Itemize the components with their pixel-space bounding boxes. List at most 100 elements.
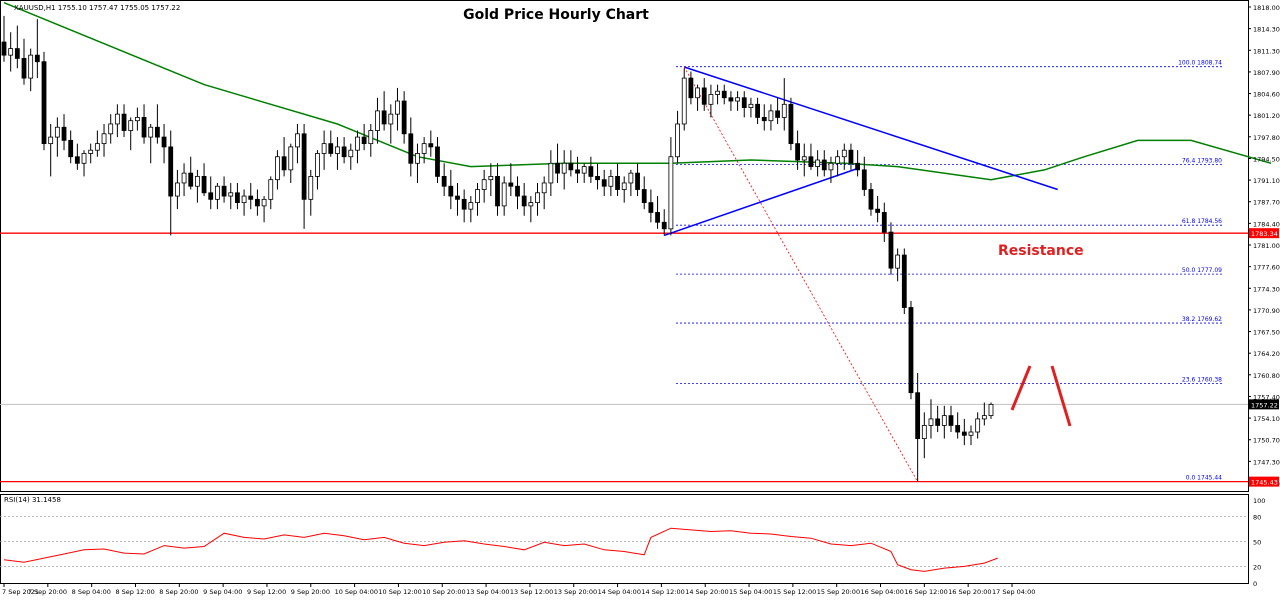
y-tick-label: 1757.40 <box>1253 393 1280 401</box>
candle-body <box>615 176 620 190</box>
rsi-tick-label: 50 <box>1253 539 1261 547</box>
candle-body <box>681 77 687 125</box>
candle-body <box>915 392 921 439</box>
fib-level-label: 0.0 1745.44 <box>1186 475 1222 482</box>
x-tick-label: 14 Sep 04:00 <box>598 588 641 596</box>
candle-body <box>575 169 580 174</box>
candle-body <box>94 143 100 151</box>
candle-body <box>421 143 427 154</box>
candle-body <box>861 169 867 190</box>
candle-body <box>608 176 614 187</box>
rsi-tick-label: 100 <box>1253 497 1265 505</box>
candle-body <box>581 166 587 174</box>
candle-body <box>641 189 647 204</box>
candle-body <box>34 54 40 63</box>
x-tick-label: 15 Sep 04:00 <box>729 588 772 596</box>
candle-body <box>461 198 467 210</box>
candle-body <box>975 418 981 433</box>
candle-body <box>708 94 714 105</box>
y-tick-label: 1814.30 <box>1253 26 1280 34</box>
candle-body <box>601 179 607 187</box>
x-tick-label: 10 Sep 20:00 <box>422 588 465 596</box>
candle-body <box>381 110 387 125</box>
rsi-plot-frame <box>0 494 1249 584</box>
candle-body <box>281 156 287 171</box>
rsi-label: RSI(14) 31.1458 <box>4 496 61 504</box>
candle-body <box>275 156 280 181</box>
candle-body <box>368 130 374 145</box>
candle-body <box>161 136 167 148</box>
candle-body <box>408 133 414 164</box>
candle-body <box>621 182 627 190</box>
x-tick-label: 13 Sep 04:00 <box>466 588 509 596</box>
x-tick-label: 16 Sep 04:00 <box>861 588 904 596</box>
y-tick-label: 1750.70 <box>1253 437 1280 445</box>
candle-body <box>194 176 200 187</box>
fib-swing-line <box>683 66 918 482</box>
x-tick-label: 9 Sep 04:00 <box>203 588 242 596</box>
candle-body <box>88 149 94 154</box>
candle-body <box>388 113 394 125</box>
symbol-header: XAUUSD,H1 1755.10 1757.47 1755.05 1757.2… <box>14 4 180 12</box>
candle-body <box>668 156 674 230</box>
candle-body <box>1 41 7 56</box>
support-line-tag <box>1249 476 1279 487</box>
candle-body <box>241 195 247 204</box>
x-tick-label: 9 Sep 12:00 <box>247 588 286 596</box>
candle-body <box>168 146 174 197</box>
candle-body <box>14 48 20 59</box>
candle-body <box>335 146 340 154</box>
candle-body <box>655 212 660 223</box>
candle-body <box>328 143 334 154</box>
candle-body <box>555 162 560 174</box>
candle-body <box>341 146 347 158</box>
candle-body <box>495 176 500 207</box>
fib-level-label: 38.2 1769.62 <box>1182 316 1222 323</box>
candle-body <box>54 126 60 138</box>
candle-body <box>8 48 14 56</box>
candle-body <box>208 192 214 200</box>
x-tick-label: 13 Sep 20:00 <box>554 588 597 596</box>
candle-body <box>788 103 794 145</box>
candle-body <box>361 136 367 145</box>
candle-body <box>701 87 707 105</box>
candle-body <box>475 189 480 204</box>
candle-body <box>174 182 180 197</box>
candle-body <box>548 162 554 184</box>
candle-body <box>481 179 487 190</box>
candle-body <box>955 425 961 433</box>
candle-body <box>441 176 447 187</box>
y-tick-label: 1760.80 <box>1253 372 1280 380</box>
candle-body <box>801 156 807 161</box>
y-tick-label: 1804.60 <box>1253 91 1280 99</box>
candle-body <box>255 198 260 207</box>
x-tick-label: 8 Sep 20:00 <box>159 588 198 596</box>
current-price-label: 1757.22 <box>1251 401 1278 409</box>
candle-body <box>468 202 474 210</box>
y-tick-label: 1784.40 <box>1253 220 1280 228</box>
candle-body <box>181 172 187 184</box>
fib-level-label: 50.0 1777.09 <box>1182 267 1222 274</box>
candle-body <box>675 123 680 158</box>
candle-body <box>635 172 640 190</box>
x-tick-label: 7 Sep 2021 <box>2 588 39 596</box>
candle-body <box>728 97 734 102</box>
y-tick-label: 1811.30 <box>1253 47 1280 55</box>
y-tick-label: 1747.30 <box>1253 458 1280 466</box>
candle-body <box>248 195 254 200</box>
y-tick-label: 1807.90 <box>1253 69 1280 77</box>
candle-body <box>961 431 967 436</box>
candle-body <box>821 159 827 171</box>
candle-body <box>81 153 87 164</box>
candle-body <box>148 126 154 138</box>
candle-body <box>895 254 901 269</box>
candle-body <box>355 136 360 151</box>
candle-body <box>535 192 540 204</box>
candle-body <box>235 192 240 204</box>
candle-body <box>835 156 841 164</box>
y-tick-label: 1764.20 <box>1253 350 1280 358</box>
candle-body <box>141 117 147 138</box>
candle-body <box>121 113 127 131</box>
candle-body <box>261 198 267 207</box>
y-tick-label: 1818.00 <box>1253 4 1280 12</box>
